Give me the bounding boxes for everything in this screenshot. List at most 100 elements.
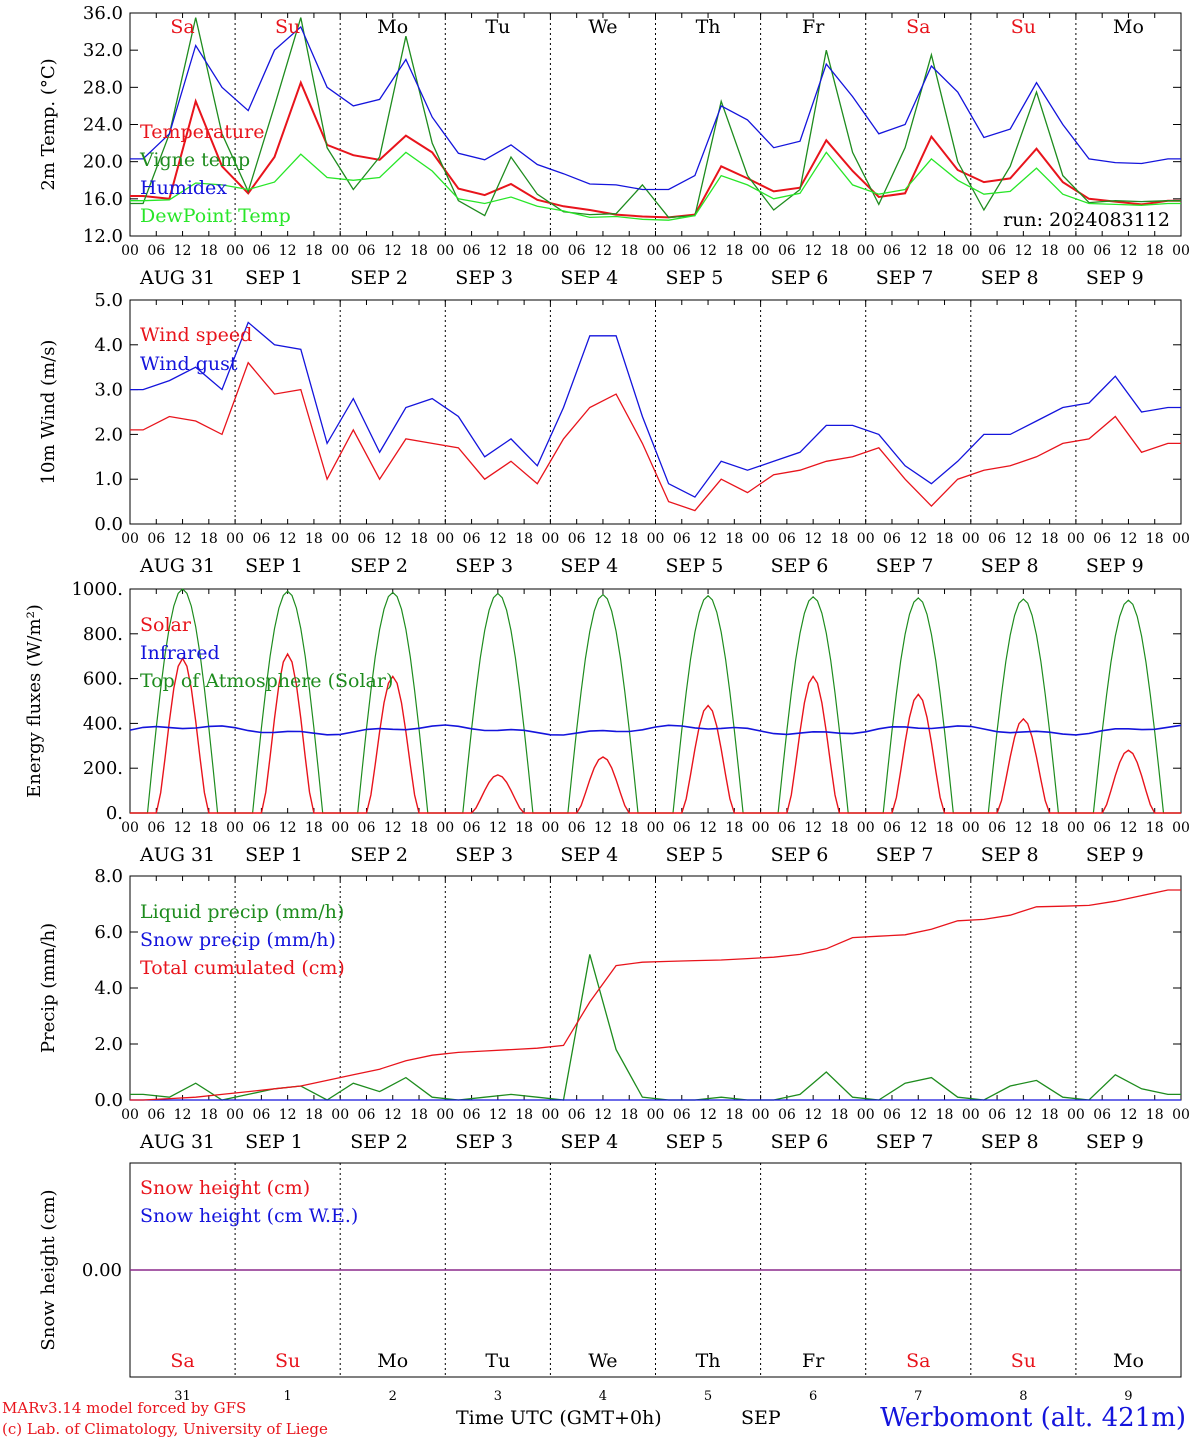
hour-tick-label: 00: [331, 820, 349, 836]
hour-tick-label: 00: [541, 1107, 559, 1123]
y-tick-label: 2.0: [94, 424, 123, 445]
hour-tick-label: 00: [1172, 243, 1190, 259]
day-number-label: 3: [494, 1389, 502, 1404]
hour-tick-label: 00: [121, 820, 139, 836]
panel-2: 0.0 1.0 2.0 3.0 4.0 5.0 10m Wind (m/s) 00 06 12 18…: [38, 290, 1190, 577]
hour-tick-label: 00: [121, 243, 139, 259]
day-label: SEP 9: [1086, 267, 1144, 289]
day-number-label: 7: [914, 1389, 922, 1404]
hour-tick-label: 06: [358, 243, 376, 259]
hour-tick-label: 12: [1120, 243, 1138, 259]
hour-tick-label: 18: [200, 531, 218, 547]
hour-tick-label: 00: [541, 243, 559, 259]
hour-tick-label: 18: [936, 531, 954, 547]
y-tick-label: 400.: [83, 713, 123, 734]
hour-tick-label: 12: [174, 531, 192, 547]
hour-tick-label: 00: [1067, 820, 1085, 836]
hour-tick-label: 00: [1067, 531, 1085, 547]
hour-tick-label: 12: [174, 1107, 192, 1123]
hour-tick-label: 18: [515, 243, 533, 259]
hour-tick-label: 00: [331, 243, 349, 259]
day-label: SEP 3: [455, 1131, 513, 1153]
weekday-label: Tu: [485, 1350, 510, 1372]
hour-tick-label: 12: [384, 243, 402, 259]
day-number-label: 5: [704, 1389, 712, 1404]
hour-tick-label: 12: [594, 243, 612, 259]
hour-tick-label: 00: [1067, 1107, 1085, 1123]
legend-entry: Snow height (cm): [140, 1177, 310, 1199]
model-credit: MARv3.14 model forced by GFS: [2, 1399, 246, 1417]
day-label: SEP 8: [981, 844, 1039, 866]
month-label: SEP: [741, 1407, 781, 1429]
series-line: [130, 652, 1181, 814]
hour-tick-label: 00: [1067, 243, 1085, 259]
day-label: SEP 3: [455, 844, 513, 866]
hour-tick-label: 06: [1093, 1107, 1111, 1123]
run-label: run: 2024083112: [1003, 209, 1170, 231]
hour-tick-label: 12: [699, 531, 717, 547]
weekday-label: Mo: [377, 1350, 408, 1372]
hour-tick-label: 06: [778, 820, 796, 836]
hour-tick-label: 00: [226, 820, 244, 836]
y-tick-label: 16.0: [83, 189, 123, 210]
weekday-label: Th: [696, 16, 721, 38]
hour-tick-label: 00: [541, 531, 559, 547]
hour-tick-label: 00: [436, 820, 454, 836]
hour-tick-label: 18: [936, 243, 954, 259]
hour-tick-label: 00: [647, 531, 665, 547]
hour-tick-label: 06: [147, 531, 165, 547]
hour-tick-label: 12: [594, 820, 612, 836]
y-tick-label: 0.00: [82, 1260, 122, 1281]
hour-tick-label: 12: [279, 1107, 297, 1123]
hour-tick-label: 00: [436, 243, 454, 259]
day-label: SEP 1: [245, 1131, 303, 1153]
hour-tick-label: 06: [883, 820, 901, 836]
day-number-label: 6: [809, 1389, 817, 1404]
y-tick-label: 1000.: [71, 579, 123, 600]
y-tick-label: 36.0: [83, 3, 123, 24]
hour-tick-label: 12: [174, 820, 192, 836]
day-label: SEP 4: [560, 844, 618, 866]
hour-tick-label: 06: [252, 243, 270, 259]
footer: MARv3.14 model forced by GFS (c) Lab. of…: [2, 1399, 1186, 1438]
hour-tick-label: 00: [962, 1107, 980, 1123]
hour-tick-label: 06: [673, 531, 691, 547]
hour-tick-label: 00: [331, 531, 349, 547]
day-label: SEP 5: [666, 1131, 724, 1153]
day-label: SEP 1: [245, 844, 303, 866]
hour-tick-label: 18: [410, 820, 428, 836]
hour-tick-label: 06: [252, 820, 270, 836]
day-label: AUG 31: [139, 555, 215, 577]
hour-tick-label: 18: [515, 1107, 533, 1123]
hour-tick-label: 00: [857, 531, 875, 547]
legend-entry: Temperature: [140, 121, 264, 143]
hour-tick-label: 18: [1146, 243, 1164, 259]
hour-tick-label: 00: [436, 1107, 454, 1123]
hour-tick-label: 12: [279, 531, 297, 547]
weekday-label: Fr: [802, 1350, 825, 1372]
hour-tick-label: 12: [699, 820, 717, 836]
weekday-label: Fr: [802, 16, 825, 38]
y-axis-title: 2m Temp. (°C): [38, 58, 59, 190]
hour-tick-label: 00: [962, 531, 980, 547]
hour-tick-label: 06: [252, 1107, 270, 1123]
hour-tick-label: 18: [200, 820, 218, 836]
legend-entry: Total cumulated (cm): [140, 957, 345, 979]
hour-tick-label: 12: [804, 1107, 822, 1123]
y-tick-label: 28.0: [83, 77, 123, 98]
y-tick-label: 0.0: [94, 1090, 123, 1111]
hour-tick-label: 12: [384, 531, 402, 547]
hour-tick-label: 00: [1172, 1107, 1190, 1123]
hour-tick-label: 12: [699, 243, 717, 259]
weekday-label: Sa: [906, 16, 930, 38]
hour-tick-label: 18: [1146, 531, 1164, 547]
hour-tick-label: 18: [1041, 243, 1059, 259]
day-number-label: 2: [389, 1389, 397, 1404]
hour-tick-label: 06: [883, 1107, 901, 1123]
hour-tick-label: 00: [857, 820, 875, 836]
y-tick-label: 200.: [83, 758, 123, 779]
hour-tick-label: 06: [358, 820, 376, 836]
day-label: SEP 2: [350, 555, 408, 577]
day-label: SEP 7: [876, 844, 934, 866]
